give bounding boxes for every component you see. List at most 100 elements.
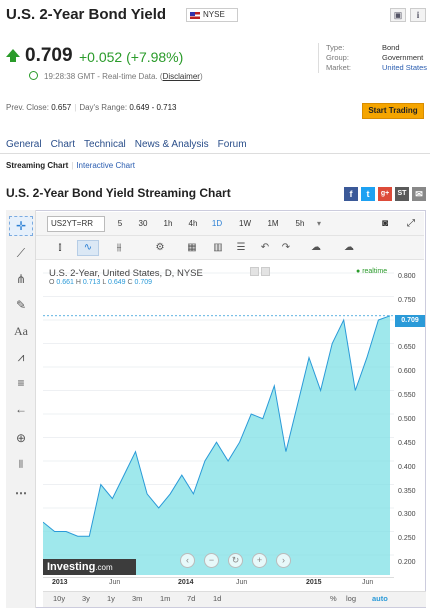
timeframe-1h[interactable]: 1h [163,219,173,228]
range-1d[interactable]: 1d [213,594,222,603]
symbol-input[interactable]: US2YT=RR [47,216,105,232]
x-tick-label: 2014 [178,579,194,586]
layout-icon[interactable]: ☰ [236,242,246,253]
tool-selected-highlight [9,216,33,236]
percent-scale-toggle[interactable]: % [330,594,337,603]
settings-gear-icon[interactable]: ⚙ [155,242,165,253]
price-plot-area[interactable] [43,263,394,575]
price-change: +0.052 (+7.98%) [79,49,184,65]
chart-section-title: U.S. 2-Year Bond Yield Streaming Chart [6,186,231,200]
prev-close-label: Prev. Close: [6,103,49,112]
tab-forum[interactable]: Forum [217,139,247,150]
timeframe-30[interactable]: 30 [138,219,148,228]
meta-value-link[interactable]: United States [382,63,428,72]
legend-close-button[interactable] [261,267,270,276]
instrument-title: U.S. 2-Year Bond Yield [6,6,167,23]
facebook-icon[interactable]: f [344,187,358,201]
pattern-tool-icon[interactable]: ⩘ [17,350,25,364]
timeframe-dropdown-icon[interactable]: ▾ [316,219,321,228]
subtab-interactive-chart[interactable]: Interactive Chart [76,161,136,170]
timeframe-4h[interactable]: 4h [188,219,198,228]
ohlc-o-label: O [49,279,55,286]
high-value: 0.713 [82,279,101,286]
cloud-load-icon[interactable]: ☁ [344,242,354,253]
tab-general[interactable]: General [6,139,42,150]
undo-icon[interactable]: ↶ [260,242,270,253]
info-icon[interactable]: i [410,8,426,22]
close-value: 0.709 [134,279,153,286]
legend-settings-button[interactable] [250,267,259,276]
logo-suffix: .com [95,563,113,572]
portfolio-icon[interactable]: ▣ [390,8,406,22]
meta-row-type: Type: Bond [326,43,430,53]
stocktwits-icon[interactable]: ST [395,187,409,201]
zoom-out-icon[interactable]: − [204,553,219,568]
arrow-tool-icon[interactable]: ← [15,402,27,416]
low-value: 0.649 [107,279,126,286]
bar-style-icon[interactable]: ⫾ [58,242,62,253]
log-scale-toggle[interactable]: log [346,594,357,603]
template-icon[interactable]: ▥ [213,242,223,253]
reset-icon[interactable]: ↻ [228,553,243,568]
timeframe-5[interactable]: 5 [117,219,123,228]
fullscreen-icon[interactable]: ⤢ [407,218,415,229]
range-7d[interactable]: 7d [187,594,196,603]
y-tick-label: 0.350 [398,488,416,495]
scroll-left-icon[interactable]: ‹ [180,553,195,568]
timeframe-1d[interactable]: 1D [211,219,223,228]
meta-key: Type: [326,43,345,52]
y-tick-label: 0.400 [398,464,416,471]
last-price: 0.709 [25,45,73,66]
zoom-icon[interactable]: ⊕ [15,431,27,445]
day-range-value: 0.649 - 0.713 [129,103,177,112]
start-trading-button[interactable]: Start Trading [362,103,424,119]
measure-icon[interactable]: ⫼ [18,459,24,469]
indicator-style-icon[interactable]: ⫵ [116,242,122,253]
ohlc-l-label: L [102,279,107,286]
instrument-meta: Type: Bond Group: Government Market: United… [318,43,430,73]
brush-tool-icon[interactable]: ✎ [15,298,27,312]
more-tools-icon[interactable]: ⋯ [15,486,27,500]
drawing-toolbar [6,210,36,608]
meta-row-market: Market: United States [326,63,430,73]
realtime-label: realtime [362,268,388,275]
google-plus-icon[interactable]: g+ [378,187,392,201]
tabs-divider [0,153,430,154]
disclaimer-link[interactable]: Disclaimer [162,72,200,81]
auto-scale-toggle[interactable]: auto [372,594,388,603]
cloud-save-icon[interactable]: ☁ [311,242,321,253]
redo-icon[interactable]: ↷ [281,242,291,253]
tab-news-analysis[interactable]: News & Analysis [134,139,209,150]
y-tick-label: 0.250 [398,535,416,542]
twitter-icon[interactable]: t [361,187,375,201]
range-3m[interactable]: 3m [132,594,143,603]
zoom-in-icon[interactable]: + [252,553,267,568]
tab-technical[interactable]: Technical [84,139,126,150]
compare-icon[interactable]: ▦ [187,242,197,253]
range-bar [43,591,426,607]
timeframe-1w[interactable]: 1W [239,219,251,228]
day-range-label: Day's Range: [79,103,128,112]
range-3y[interactable]: 3y [82,594,90,603]
email-icon[interactable]: ✉ [412,187,426,201]
timeframe-5h[interactable]: 5h [295,219,305,228]
pitchfork-tool-icon[interactable]: ⋔ [15,272,27,286]
range-1y[interactable]: 1y [107,594,115,603]
subtab-streaming-chart[interactable]: Streaming Chart [6,161,69,170]
scroll-right-icon[interactable]: › [276,553,291,568]
fibonacci-tool-icon[interactable]: ≡ [17,376,25,390]
text-tool-icon[interactable]: Aa [14,324,28,338]
range-10y[interactable]: 10y [53,594,66,603]
price-stats: Prev. Close: 0.657 | Day's Range: 0.649 - … [6,103,177,112]
range-1m[interactable]: 1m [160,594,171,603]
timeframe-1m[interactable]: 1M [267,219,279,228]
y-tick-label: 0.300 [398,511,416,518]
area-style-icon[interactable]: ∿ [77,240,99,256]
paren-close: ) [199,72,203,81]
crosshair-tool-icon[interactable]: ✛ [15,219,27,233]
stats-separator: | [74,103,77,112]
camera-icon[interactable]: ◙ [381,218,389,229]
meta-key: Market: [326,63,352,72]
trend-line-tool-icon[interactable]: ⟋ [16,246,26,260]
tab-chart[interactable]: Chart [50,139,76,150]
